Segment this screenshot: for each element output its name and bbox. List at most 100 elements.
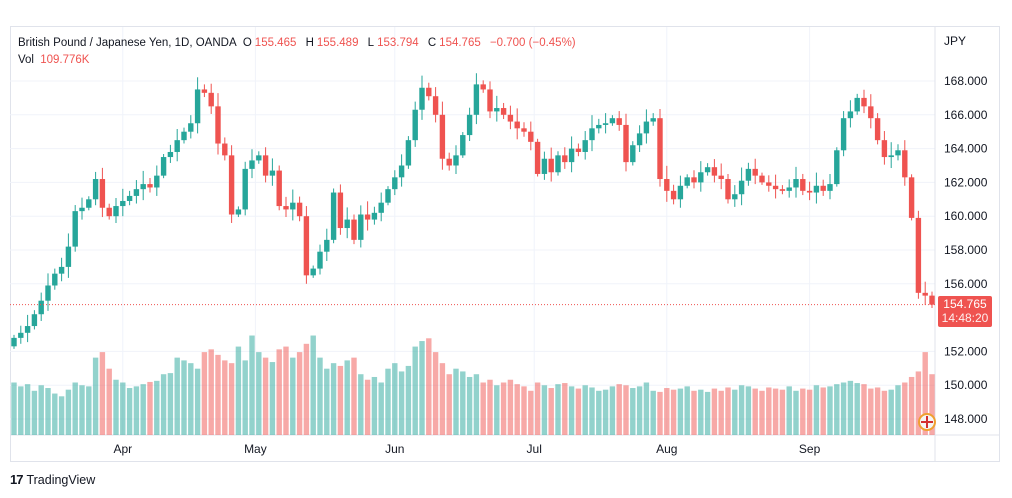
volume-bar [602, 389, 609, 435]
candle-body [160, 157, 167, 176]
candle-body [657, 118, 663, 180]
candle-body [405, 140, 412, 166]
time-tick-label: Jun [385, 442, 404, 456]
volume-bar [99, 352, 106, 435]
candle-body [133, 189, 140, 196]
volume-bar [194, 368, 201, 435]
candle-body [310, 268, 316, 276]
volume-bar [330, 363, 337, 435]
volume-bar [256, 352, 262, 435]
candle-body [589, 128, 595, 141]
volume-bar [698, 389, 704, 435]
high-label: H [305, 37, 314, 49]
candle-body [575, 148, 582, 152]
volume-bar [616, 384, 622, 435]
candle-body [507, 114, 514, 122]
price-tick-label: 152.000 [944, 344, 988, 358]
candle-body [664, 179, 670, 191]
tradingview-brand-link[interactable]: 17 TradingView [10, 472, 95, 487]
volume-bar [303, 343, 310, 435]
candle-body [718, 175, 724, 180]
volume-bar [473, 374, 480, 435]
candle-body [827, 184, 833, 191]
volume-bar [630, 388, 636, 435]
volume-bar [800, 388, 806, 435]
volume-bar [854, 383, 860, 435]
volume-bar [861, 384, 867, 435]
candle-body [786, 187, 792, 191]
last-price-value: 154.765 [943, 297, 987, 311]
volume-bar [439, 363, 446, 435]
candle-body [120, 200, 126, 207]
volume-bar [310, 335, 316, 435]
low-label: L [367, 37, 375, 49]
candle-body [711, 167, 718, 176]
candle-body [412, 109, 418, 141]
candle-body [813, 185, 820, 193]
volume-bar [596, 390, 602, 435]
volume-bar [711, 388, 718, 435]
price-tick-label: 166.000 [944, 108, 988, 122]
candle-body [840, 118, 847, 151]
candle-body [881, 140, 888, 158]
volume-value: 109.776K [40, 54, 90, 66]
candle-body [79, 207, 85, 212]
candle-body [623, 124, 629, 163]
volume-bar [208, 349, 214, 435]
candle-body [514, 121, 520, 129]
candle-body [18, 332, 24, 338]
volume-bar [154, 380, 160, 435]
candle-body [772, 185, 779, 190]
volume-bar [276, 349, 282, 435]
volume-bar [487, 379, 493, 435]
close-label: C [427, 37, 437, 49]
candle-body [453, 155, 459, 166]
candle-body [351, 219, 357, 240]
candle-body [596, 124, 602, 129]
candle-body [698, 172, 704, 183]
volume-bar [548, 388, 554, 435]
volume-bar [188, 363, 194, 435]
volume-bar [813, 385, 820, 435]
candle-body [398, 165, 405, 178]
volume-bar [453, 368, 459, 435]
volume-bar [779, 389, 786, 435]
volume-bar [555, 384, 561, 435]
volume-bar [582, 385, 588, 435]
price-tick-label: 160.000 [944, 209, 988, 223]
price-tick-label: 156.000 [944, 277, 988, 291]
volume-bar [201, 352, 208, 435]
candle-body [215, 106, 221, 144]
volume-bar [480, 382, 486, 435]
volume-bar [500, 382, 507, 435]
volume-bar [269, 362, 276, 435]
candle-body [738, 180, 745, 195]
candle-body [602, 123, 609, 125]
candle-body [392, 177, 398, 190]
volume-bar [732, 389, 738, 435]
candle-body [915, 217, 922, 293]
volume-bar [725, 387, 731, 435]
price-tick-label: 162.000 [944, 175, 988, 189]
volume-bar [412, 346, 418, 435]
volume-bar [317, 357, 323, 435]
volume-bar [18, 386, 24, 435]
volume-bar [772, 388, 779, 435]
candle-body [167, 151, 174, 158]
candle-body [460, 135, 466, 156]
volume-bar [915, 371, 922, 435]
volume-bar [922, 352, 928, 435]
volume-bar [215, 354, 221, 435]
volume-bar [133, 386, 140, 435]
candle-body [45, 285, 51, 301]
candle-body [106, 207, 112, 217]
volume-bar [31, 390, 38, 435]
volume-bar [650, 390, 656, 435]
volume-bar [766, 387, 772, 435]
candle-body [303, 216, 310, 276]
volume-bar [181, 360, 187, 435]
volume-bar [528, 390, 534, 435]
volume-bar [140, 384, 146, 435]
volume-bar [167, 373, 174, 435]
